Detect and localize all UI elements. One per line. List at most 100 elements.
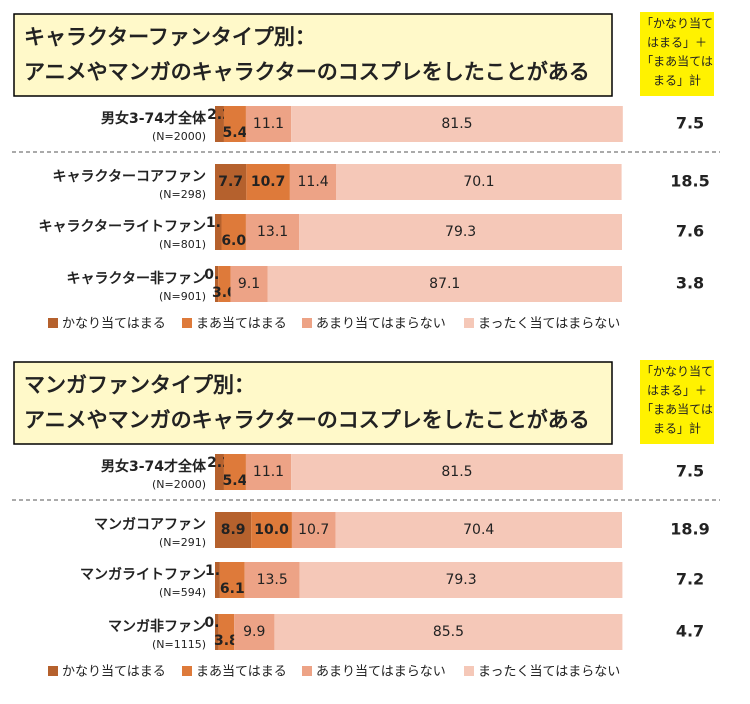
bar-segment [245, 454, 292, 490]
value-label: 13.1 [257, 224, 288, 240]
chart-subtitle: アニメやマンガのキャラクターのコスプレをしたことがある [24, 408, 590, 432]
bar-segment [244, 562, 300, 598]
bar-segment [215, 164, 247, 200]
legend-label: まあ当てはまる [196, 317, 287, 332]
bar-segment [215, 512, 252, 548]
bar-segment [215, 562, 220, 598]
bar-segment [289, 164, 337, 200]
legend-swatch [464, 318, 474, 328]
bar-segment [215, 266, 219, 302]
value-label: 70.1 [463, 174, 494, 190]
legend-swatch [182, 666, 192, 676]
chart-title: マンガファンタイプ別： [24, 373, 255, 397]
value-label: 79.3 [445, 572, 476, 588]
value-label: 10.7 [251, 174, 286, 190]
value-label: 11.4 [298, 174, 329, 190]
total-header: 「まあ当ては [641, 403, 713, 417]
bar-segment [218, 614, 235, 650]
legend-swatch [182, 318, 192, 328]
bar-segment [230, 266, 268, 302]
bar-segment [234, 614, 275, 650]
value-label: 5.4 [223, 125, 248, 141]
bar-segment [219, 562, 245, 598]
bar-segment [291, 106, 623, 142]
value-label: 11.1 [253, 464, 284, 480]
value-label: 10.0 [254, 522, 289, 538]
value-label: 7.7 [218, 174, 243, 190]
value-label: 10.7 [298, 522, 329, 538]
total-value: 7.5 [676, 462, 704, 481]
bar-segment [221, 214, 246, 250]
legend-label: かなり当てはまる [62, 317, 166, 332]
legend-label: かなり当てはまる [62, 665, 166, 680]
total-header: まる」計 [653, 421, 701, 436]
total-value: 4.7 [676, 622, 704, 641]
bar-segment [215, 106, 224, 142]
total-header: まる」計 [653, 73, 701, 88]
sample-size: (N=298) [159, 188, 206, 201]
bar-segment [267, 266, 622, 302]
bar-segment [246, 164, 290, 200]
total-header-box [640, 360, 714, 444]
legend-swatch [302, 318, 312, 328]
category-label: キャラクターコアファン [53, 169, 206, 185]
value-label: 5.4 [223, 473, 248, 489]
bar-segment [218, 266, 231, 302]
value-label: 13.5 [257, 572, 288, 588]
value-label: 87.1 [429, 276, 460, 292]
legend-swatch [464, 666, 474, 676]
category-label: マンガコアファン [94, 517, 206, 533]
value-label: 79.3 [445, 224, 476, 240]
sample-size: (N=901) [159, 290, 206, 303]
bar-segment [336, 164, 622, 200]
category-label: 男女3-74才全体 [101, 110, 207, 127]
category-label: キャラクターライトファン [39, 219, 206, 235]
bar-segment [245, 214, 300, 250]
chart-subtitle: アニメやマンガのキャラクターのコスプレをしたことがある [24, 60, 590, 84]
value-label: 6.0 [221, 233, 246, 249]
legend-label: あまり当てはまらない [316, 665, 446, 680]
bar-segment [291, 454, 623, 490]
legend-label: まったく当てはまらない [478, 665, 620, 680]
bar-segment [251, 512, 292, 548]
sample-size: (N=2000) [152, 130, 206, 143]
value-label: 85.5 [433, 624, 464, 640]
category-label: キャラクター非ファン [67, 270, 206, 287]
total-header: はまる」＋ [647, 36, 707, 50]
category-label: マンガライトファン [80, 567, 206, 583]
bar-segment [215, 214, 222, 250]
total-value: 18.9 [670, 520, 709, 539]
bar-segment [335, 512, 622, 548]
category-label: 男女3-74才全体 [101, 458, 207, 475]
bar-segment [299, 214, 622, 250]
title-box [13, 13, 613, 97]
legend-swatch [302, 666, 312, 676]
value-label: 70.4 [463, 522, 494, 538]
sample-size: (N=291) [159, 536, 206, 549]
legend-label: まあ当てはまる [196, 665, 287, 680]
bar-segment [215, 454, 224, 490]
legend-swatch [48, 318, 58, 328]
title-box [13, 361, 613, 445]
value-label: 9.9 [243, 624, 265, 640]
bar-segment [291, 512, 336, 548]
value-label: 6.1 [220, 581, 245, 597]
total-value: 3.8 [676, 274, 704, 293]
sample-size: (N=1115) [152, 638, 206, 651]
category-label: マンガ非ファン [108, 618, 206, 635]
value-label: 81.5 [441, 116, 472, 132]
legend-label: あまり当てはまらない [316, 317, 446, 332]
bar-segment [274, 614, 623, 650]
total-header: 「かなり当て [641, 17, 713, 31]
sample-size: (N=801) [159, 238, 206, 251]
legend-swatch [48, 666, 58, 676]
value-label: 9.1 [238, 276, 260, 292]
total-header-box [640, 12, 714, 96]
value-label: 81.5 [441, 464, 472, 480]
bar-segment [223, 454, 246, 490]
chart-title: キャラクターファンタイプ別： [24, 25, 316, 49]
total-value: 7.6 [676, 222, 704, 241]
bar-segment [299, 562, 623, 598]
value-label: 8.9 [221, 522, 246, 538]
